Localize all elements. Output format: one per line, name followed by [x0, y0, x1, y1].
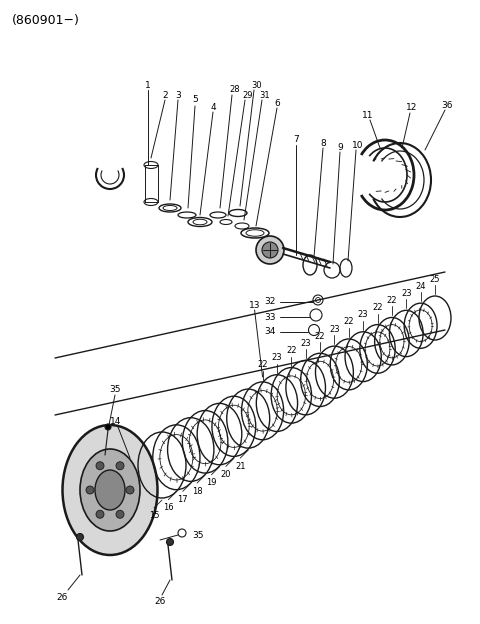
- Text: 17: 17: [178, 495, 188, 504]
- Text: 4: 4: [210, 102, 216, 112]
- Text: 3: 3: [175, 90, 181, 99]
- Circle shape: [76, 534, 84, 540]
- Circle shape: [96, 462, 104, 470]
- Text: 34: 34: [264, 328, 276, 336]
- Text: 15: 15: [149, 512, 159, 520]
- Text: 25: 25: [430, 275, 440, 283]
- Ellipse shape: [80, 449, 140, 531]
- Text: 22: 22: [372, 303, 383, 312]
- Text: 24: 24: [415, 281, 426, 291]
- Text: 23: 23: [300, 339, 311, 348]
- Text: 11: 11: [362, 110, 374, 120]
- Circle shape: [126, 486, 134, 494]
- Text: 2: 2: [162, 90, 168, 99]
- Text: 33: 33: [264, 313, 276, 321]
- Text: 5: 5: [192, 95, 198, 104]
- Text: 23: 23: [358, 310, 369, 319]
- Text: 6: 6: [274, 99, 280, 107]
- Text: 20: 20: [221, 470, 231, 479]
- Text: 13: 13: [249, 301, 260, 310]
- Text: 35: 35: [192, 530, 204, 540]
- Circle shape: [86, 486, 94, 494]
- Circle shape: [105, 424, 111, 430]
- Text: 14: 14: [110, 417, 122, 426]
- Text: 32: 32: [264, 298, 276, 306]
- Text: 22: 22: [344, 318, 354, 326]
- Text: 10: 10: [352, 140, 364, 150]
- Text: 1: 1: [145, 80, 151, 89]
- Circle shape: [96, 510, 104, 519]
- Text: 12: 12: [406, 104, 418, 112]
- Text: 22: 22: [387, 296, 397, 305]
- Text: 8: 8: [320, 139, 326, 147]
- Circle shape: [256, 236, 284, 264]
- Text: 26: 26: [154, 598, 166, 607]
- Text: 31: 31: [260, 90, 270, 99]
- Circle shape: [262, 242, 278, 258]
- Text: 22: 22: [257, 361, 268, 369]
- Text: 28: 28: [230, 85, 240, 94]
- Text: 19: 19: [206, 478, 217, 487]
- Ellipse shape: [95, 470, 125, 510]
- Circle shape: [116, 510, 124, 519]
- Circle shape: [116, 462, 124, 470]
- Text: 16: 16: [163, 503, 174, 512]
- Text: 7: 7: [293, 135, 299, 145]
- Text: 35: 35: [109, 386, 121, 394]
- Ellipse shape: [62, 425, 157, 555]
- Text: 29: 29: [243, 90, 253, 99]
- Text: 23: 23: [272, 353, 282, 363]
- Text: (860901−): (860901−): [12, 14, 80, 27]
- Circle shape: [167, 539, 173, 545]
- Text: 23: 23: [329, 324, 340, 334]
- Text: 18: 18: [192, 487, 203, 495]
- Text: 36: 36: [441, 100, 453, 109]
- Text: 26: 26: [56, 593, 68, 602]
- Text: 22: 22: [286, 346, 297, 355]
- Text: 9: 9: [337, 142, 343, 152]
- Text: 21: 21: [235, 462, 245, 470]
- Text: 22: 22: [315, 332, 325, 341]
- Text: 30: 30: [252, 80, 262, 89]
- Text: 23: 23: [401, 289, 411, 298]
